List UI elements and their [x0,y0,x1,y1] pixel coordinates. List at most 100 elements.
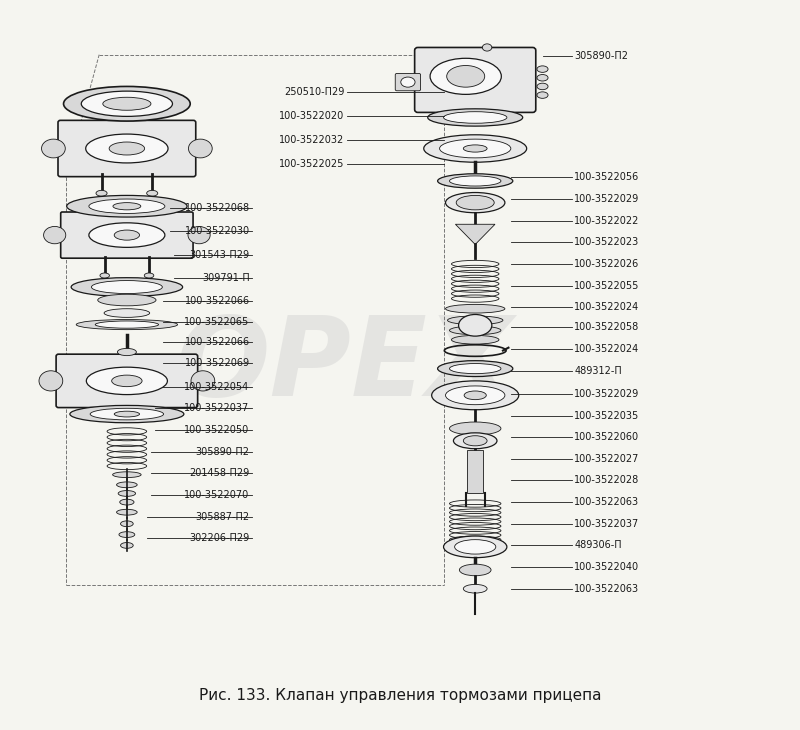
Ellipse shape [463,145,487,152]
Text: 100-3522032: 100-3522032 [279,135,345,145]
Ellipse shape [401,77,415,87]
Text: 100-3522058: 100-3522058 [574,323,639,332]
Ellipse shape [446,304,505,313]
Ellipse shape [463,436,487,446]
Text: 305890-П2: 305890-П2 [574,51,628,61]
Text: 100-3522056: 100-3522056 [574,172,639,182]
Ellipse shape [96,191,107,196]
Ellipse shape [117,510,137,515]
Ellipse shape [113,472,141,477]
Ellipse shape [114,411,139,417]
Ellipse shape [424,135,526,162]
Ellipse shape [454,539,496,554]
Text: 302206-П29: 302206-П29 [190,533,250,543]
Ellipse shape [446,66,485,87]
Text: 100-3522035: 100-3522035 [574,410,639,420]
Text: 100-3522024: 100-3522024 [574,344,639,354]
Text: 100-3522026: 100-3522026 [574,259,639,269]
Ellipse shape [103,97,151,110]
Ellipse shape [112,375,142,387]
Text: 100-3522024: 100-3522024 [574,302,639,312]
Ellipse shape [443,112,507,123]
Ellipse shape [464,391,486,399]
Text: 100-3522065: 100-3522065 [184,317,250,327]
Ellipse shape [100,273,110,278]
Text: Рис. 133. Клапан управления тормозами прицепа: Рис. 133. Клапан управления тормозами пр… [198,688,602,703]
Ellipse shape [120,499,134,505]
Ellipse shape [438,361,513,377]
Ellipse shape [463,585,487,593]
Text: 100-3522028: 100-3522028 [574,475,639,485]
Ellipse shape [119,531,134,537]
Ellipse shape [95,321,158,328]
Ellipse shape [537,92,548,99]
Text: 250510-П29: 250510-П29 [284,87,345,97]
FancyBboxPatch shape [58,120,196,177]
Text: 100-3522066: 100-3522066 [185,296,250,307]
Text: 100-3522037: 100-3522037 [574,519,639,529]
Text: OPEX: OPEX [176,312,514,418]
Ellipse shape [451,335,499,344]
Text: 100-3522068: 100-3522068 [185,203,250,212]
Ellipse shape [537,83,548,90]
Ellipse shape [117,482,137,488]
Text: 305887-П2: 305887-П2 [195,512,250,521]
Ellipse shape [104,309,150,318]
Ellipse shape [537,74,548,81]
Text: 100-3522027: 100-3522027 [574,454,639,464]
FancyBboxPatch shape [56,354,198,407]
Ellipse shape [118,491,135,496]
Ellipse shape [70,405,184,423]
Ellipse shape [76,320,178,330]
Text: 100-3522029: 100-3522029 [574,389,639,399]
Text: 100-3522050: 100-3522050 [184,425,250,435]
Text: 305890-П2: 305890-П2 [195,447,250,456]
Ellipse shape [66,196,187,217]
Ellipse shape [189,139,212,158]
Ellipse shape [63,86,190,121]
Text: 489312-П: 489312-П [574,366,622,376]
Text: 309791-П: 309791-П [202,274,250,283]
Ellipse shape [191,371,214,391]
Text: 100-3522060: 100-3522060 [574,432,639,442]
Ellipse shape [91,280,162,293]
Text: 489306-П: 489306-П [574,540,622,550]
Ellipse shape [82,91,173,116]
Text: 100-3522023: 100-3522023 [574,237,639,247]
FancyBboxPatch shape [61,212,193,258]
Text: 301543-П29: 301543-П29 [190,250,250,261]
Ellipse shape [432,381,518,410]
Ellipse shape [90,408,164,420]
Text: 100-3522069: 100-3522069 [185,358,250,368]
Bar [467,450,483,493]
Ellipse shape [482,44,492,51]
Ellipse shape [71,277,182,296]
Ellipse shape [443,536,507,558]
Ellipse shape [439,139,511,158]
Ellipse shape [86,134,168,163]
FancyBboxPatch shape [395,74,421,91]
Ellipse shape [39,371,62,391]
Ellipse shape [86,367,167,395]
Text: 100-3522054: 100-3522054 [184,382,250,392]
Text: 100-3522020: 100-3522020 [279,111,345,121]
Text: 100-3522066: 100-3522066 [185,337,250,347]
Ellipse shape [146,191,158,196]
Ellipse shape [43,226,66,244]
Ellipse shape [89,199,165,213]
Ellipse shape [454,433,497,449]
FancyBboxPatch shape [414,47,536,112]
Ellipse shape [438,174,513,188]
Ellipse shape [114,230,139,240]
Ellipse shape [450,422,501,435]
Text: 100-3522029: 100-3522029 [574,194,639,204]
Text: 100-3522055: 100-3522055 [574,280,639,291]
Ellipse shape [428,109,522,126]
Ellipse shape [450,176,501,186]
Ellipse shape [89,223,165,247]
Ellipse shape [537,66,548,72]
Text: 100-3522070: 100-3522070 [184,490,250,500]
Ellipse shape [98,294,156,306]
Ellipse shape [113,203,141,210]
Ellipse shape [450,364,501,374]
